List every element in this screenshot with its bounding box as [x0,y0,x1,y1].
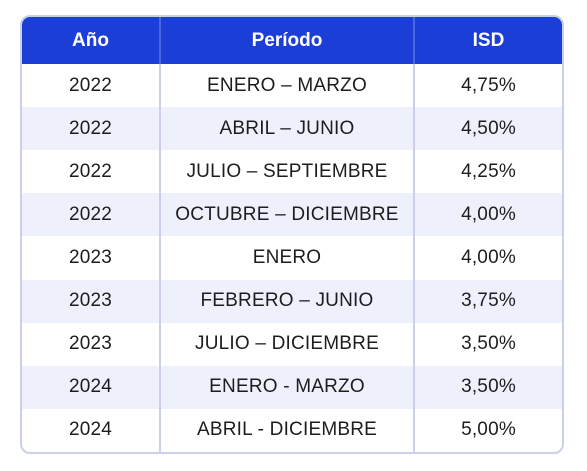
table-row: 2024 ENERO - MARZO 3,50% [22,365,562,409]
cell-isd: 3,75% [413,279,562,323]
cell-year: 2022 [22,193,160,237]
table-row: 2022 ABRIL – JUNIO 4,50% [22,107,562,151]
cell-isd: 5,00% [413,408,562,452]
header-row: Año Período ISD [22,17,562,64]
cell-year: 2024 [22,365,160,409]
cell-isd: 4,25% [413,150,562,194]
cell-year: 2023 [68,333,113,355]
cell-period: JULIO – DICIEMBRE [159,322,414,366]
cell-period: JULIO – SEPTIEMBRE [159,150,414,194]
cell-period: ABRIL - DICIEMBRE [159,408,414,452]
cell-period: ENERO [159,236,414,280]
table-row: 2023 FEBRERO – JUNIO 3,75% [22,279,562,323]
table-body: 2022 ENERO – MARZO 4,75% 2022 ABRIL – JU… [22,64,562,452]
cell-period: ENERO - MARZO [159,365,414,409]
cell-year: 2022 [68,74,113,96]
cell-isd: 4,00% [413,236,562,280]
cell-isd: 3,50% [413,365,562,409]
isd-rates-table-card: Año Período ISD 2022 ENERO – MARZO 4,75%… [20,15,564,454]
header-period: Período [159,17,414,64]
table-row: 2023 JULIO – DICIEMBRE 3,50% [22,322,562,366]
cell-period: FEBRERO – JUNIO [159,279,414,323]
cell-period: OCTUBRE – DICIEMBRE [159,193,414,237]
header-year: Año [22,17,160,64]
cell-period: ABRIL – JUNIO [159,107,414,151]
table-row: 2022 ENERO – MARZO 4,75% [22,64,562,108]
table-row: 2022 JULIO – SEPTIEMBRE 4,25% [22,150,562,194]
table-row: 2023 ENERO 4,00% [22,236,562,280]
cell-year: 2022 [22,107,160,151]
isd-rates-table: Año Período ISD 2022 ENERO – MARZO 4,75%… [22,17,562,452]
cell-year: 2023 [22,279,160,323]
table-row: 2024 ABRIL - DICIEMBRE 5,00% [22,408,562,452]
cell-isd: 4,75% [413,64,562,108]
table-header: Año Período ISD [22,17,562,64]
cell-year: 2024 [68,419,113,441]
cell-isd: 3,50% [413,322,562,366]
cell-year: 2023 [68,246,113,268]
cell-period: ENERO – MARZO [159,64,414,108]
cell-isd: 4,00% [413,193,562,237]
cell-isd: 4,50% [413,107,562,151]
table-row: 2022 OCTUBRE – DICIEMBRE 4,00% [22,193,562,237]
cell-year: 2022 [68,160,113,182]
header-isd: ISD [413,17,562,64]
